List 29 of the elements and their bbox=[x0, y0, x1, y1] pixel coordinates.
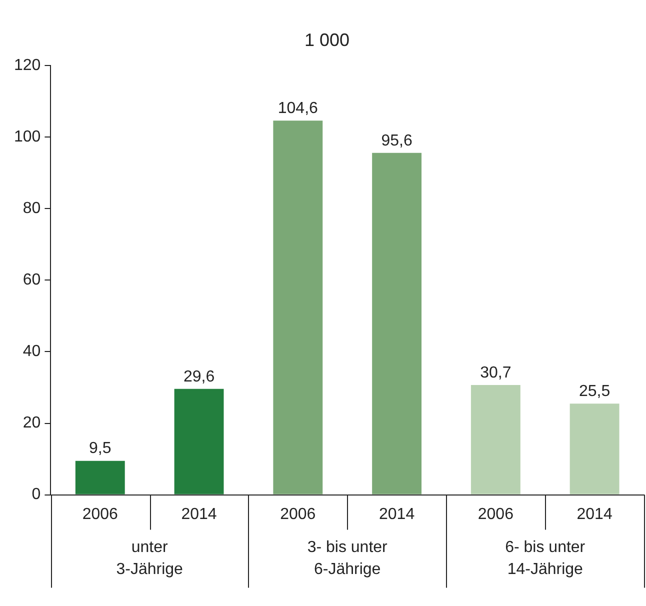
x-tick-label: 2006 bbox=[280, 506, 316, 523]
bar bbox=[570, 404, 620, 494]
y-tick-label: 60 bbox=[22, 272, 41, 289]
x-tick-label: 2006 bbox=[82, 506, 118, 523]
data-label: 104,6 bbox=[278, 100, 318, 118]
bar bbox=[174, 388, 224, 494]
y-tick-label: 0 bbox=[32, 486, 41, 504]
x-tick-label: 2014 bbox=[378, 506, 415, 523]
bar bbox=[470, 384, 520, 494]
text: unter 3-Jährige bbox=[116, 539, 184, 578]
y-tick-label: 80 bbox=[22, 200, 41, 218]
data-label: 25,5 bbox=[578, 383, 610, 400]
x-tick-label: 2014 bbox=[181, 506, 217, 523]
data-label: 30,7 bbox=[480, 364, 512, 382]
data-label: 9,5 bbox=[89, 440, 112, 458]
data-label: 95,6 bbox=[381, 132, 412, 150]
text: 6- bis unter 14-Jährige bbox=[505, 539, 586, 578]
bar bbox=[273, 120, 323, 494]
y-tick-label: 120 bbox=[14, 57, 41, 74]
bar bbox=[372, 152, 422, 494]
data-label: 29,6 bbox=[183, 368, 215, 386]
y-tick-label: 20 bbox=[22, 414, 41, 432]
chart-title: 1 000 bbox=[304, 30, 350, 50]
text: 3- bis unter 6-Jährige bbox=[307, 539, 388, 578]
y-tick-label: 100 bbox=[14, 128, 41, 146]
y-tick-label: 40 bbox=[22, 343, 41, 360]
x-tick-label: 2006 bbox=[478, 506, 514, 523]
bar bbox=[75, 460, 125, 494]
x-tick-label: 2014 bbox=[576, 506, 612, 523]
